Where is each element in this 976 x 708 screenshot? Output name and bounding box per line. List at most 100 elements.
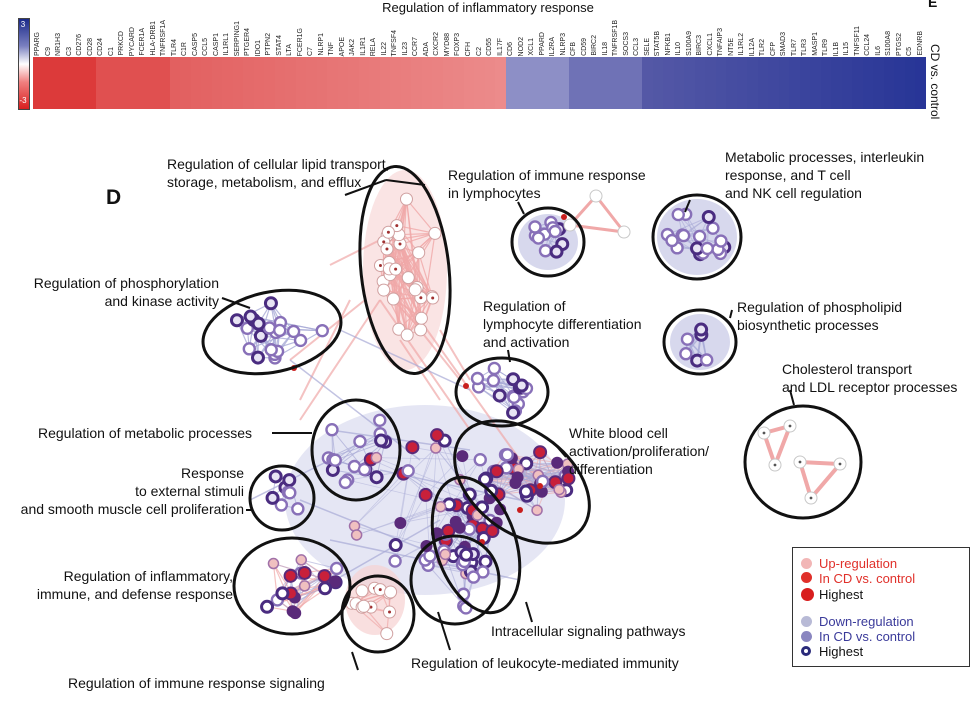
network-node — [518, 484, 533, 499]
legend-down-dot-mid — [801, 631, 812, 642]
heatmap-cell — [568, 57, 579, 109]
network-node-center — [419, 296, 423, 300]
network-node — [329, 561, 344, 576]
heatmap-cell — [295, 57, 306, 109]
network-node-center — [394, 267, 398, 271]
network-node — [315, 323, 329, 338]
heatmap-cell — [904, 57, 915, 109]
network-node — [553, 483, 565, 496]
network-node-center — [762, 431, 766, 435]
network-node — [317, 569, 332, 584]
cluster-outline-lipid — [358, 164, 452, 376]
network-node — [264, 343, 278, 357]
network-node — [400, 328, 414, 342]
network-node — [589, 189, 603, 203]
heatmap-cell — [201, 57, 212, 109]
heatmap-title: Regulation of inflammatory response — [382, 0, 594, 15]
network-node — [265, 490, 280, 505]
heatmap-cell — [526, 57, 537, 109]
network-edge — [395, 447, 437, 546]
cluster-outline-metabolic-il — [651, 193, 743, 281]
heatmap-cell — [159, 57, 170, 109]
network-node — [665, 233, 679, 248]
network-node — [477, 472, 492, 487]
legend-down-highest-label: Highest — [819, 644, 864, 659]
network-node — [412, 246, 426, 260]
network-node — [399, 192, 413, 206]
heatmap-cell — [852, 57, 863, 109]
cluster-outline-leukocyte — [409, 534, 501, 626]
network-edge — [354, 447, 437, 527]
network-node — [459, 547, 474, 562]
network-node-center — [431, 296, 435, 300]
network-node — [489, 464, 504, 479]
heatmap-cell — [831, 57, 842, 109]
network-node — [250, 350, 265, 365]
heatmap-cell — [463, 57, 474, 109]
network-node — [293, 333, 308, 348]
network-node — [549, 244, 564, 259]
network-node — [514, 378, 529, 393]
network-node — [531, 504, 543, 516]
label-leader-line — [729, 309, 733, 319]
network-node — [291, 502, 305, 516]
heatmap-cell — [652, 57, 663, 109]
cluster-label-phospholipid: Regulation of phospholipid biosynthetic … — [737, 299, 903, 333]
heatmap-cell — [264, 57, 275, 109]
heatmap-cell — [705, 57, 716, 109]
network-node — [487, 361, 502, 376]
network-node — [370, 451, 383, 464]
network-edge — [566, 193, 628, 234]
heatmap-cell — [432, 57, 443, 109]
network-node — [439, 548, 452, 561]
network-node — [357, 599, 371, 613]
network-node — [394, 516, 407, 529]
network-node — [384, 585, 398, 599]
legend-up-highest-label: Highest — [819, 587, 864, 602]
network-node — [253, 328, 268, 343]
network-node-center — [385, 247, 389, 251]
network-node — [297, 565, 312, 580]
network-edge — [339, 329, 471, 391]
heatmap-cell — [537, 57, 548, 109]
heatmap-cell — [673, 57, 684, 109]
network-edge — [354, 473, 404, 527]
network-node — [353, 434, 367, 449]
heatmap-cell — [96, 57, 107, 109]
network-node — [388, 538, 403, 553]
legend-up-sub-label: In CD vs. control — [819, 571, 916, 586]
heatmap-cell — [715, 57, 726, 109]
network-node — [325, 423, 339, 437]
legend: Up-regulation In CD vs. control Highest … — [792, 547, 970, 667]
heatmap-cell — [778, 57, 789, 109]
legend-up-dot-highest — [801, 588, 814, 601]
heatmap-cell — [516, 57, 527, 109]
network-node — [328, 453, 342, 467]
network-node — [500, 448, 514, 462]
network-node — [369, 470, 384, 485]
network-node — [229, 313, 244, 328]
heatmap-cell — [253, 57, 264, 109]
network-node — [283, 568, 298, 583]
network-node — [423, 549, 437, 563]
label-leader-line — [552, 441, 567, 458]
heatmap-cell — [306, 57, 317, 109]
heatmap-cell — [138, 57, 149, 109]
network-node — [533, 445, 548, 460]
heatmap-cell — [589, 57, 600, 109]
cluster-label-lipid: Regulation of cellular lipid transport, … — [167, 156, 390, 190]
network-node — [470, 371, 485, 386]
cluster-outline-lymph-diff — [454, 356, 550, 428]
cluster-label-intracellular: Intracellular signaling pathways — [491, 623, 686, 639]
heatmap-cell — [453, 57, 464, 109]
heatmap-cell — [369, 57, 380, 109]
heatmap-cell — [547, 57, 558, 109]
legend-up-label: Up-regulation — [819, 556, 898, 571]
network-node — [551, 456, 564, 469]
network-node-center — [398, 242, 402, 246]
network-edge — [429, 435, 438, 556]
heatmap-cell — [106, 57, 117, 109]
network-node-center — [809, 496, 813, 500]
network-node — [701, 210, 716, 225]
network-node — [268, 469, 283, 484]
